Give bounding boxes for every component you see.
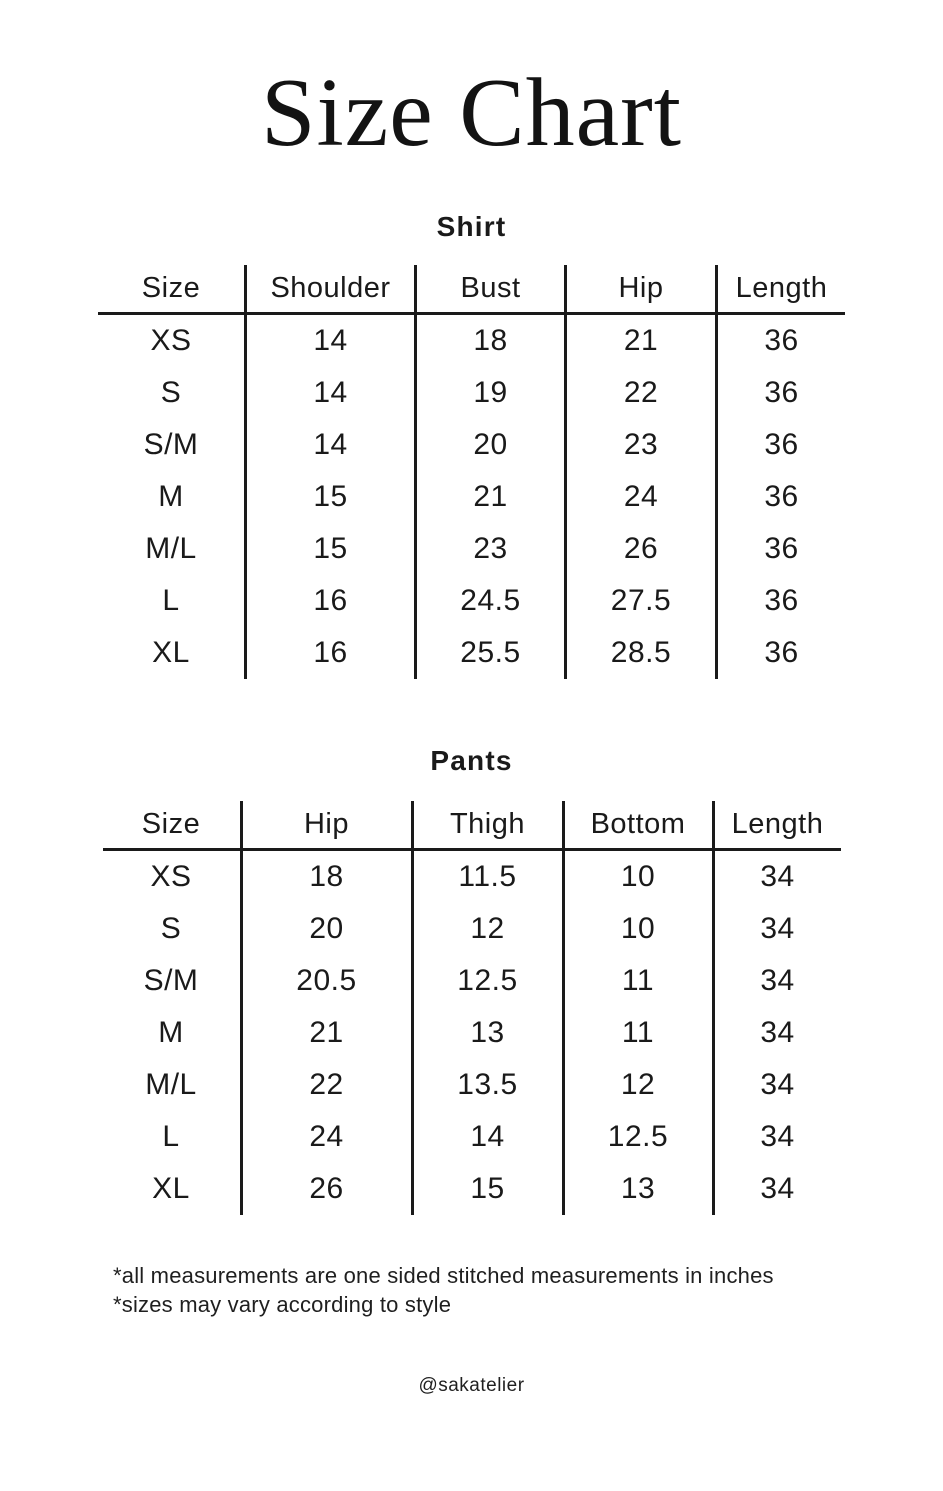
pants-measurement-value: 13 bbox=[410, 1006, 562, 1059]
shirt-measurement-value: 15 bbox=[244, 522, 414, 575]
shirt-measurement-value: 23 bbox=[564, 418, 715, 471]
pants-measurement-value: 13 bbox=[561, 1162, 712, 1215]
pants-measurement-value: 22 bbox=[239, 1058, 411, 1111]
shirt-size-label: M bbox=[158, 479, 184, 513]
pants-measurement-value: 34 bbox=[711, 902, 841, 955]
pants-measurement-value: 34 bbox=[711, 850, 841, 903]
pants-size-label: M bbox=[158, 1015, 184, 1049]
shirt-measurement-value: 21 bbox=[414, 470, 564, 523]
pants-section-heading: Pants bbox=[430, 744, 513, 776]
pants-measurement-value: 34 bbox=[711, 1162, 841, 1215]
shirt-size-table: Size Shoulder Bust Hip Length XS 14 18 21 36 S 14 19… bbox=[98, 264, 845, 679]
pants-measurement-value: 20.5 bbox=[239, 954, 411, 1007]
pants-measurement-value: 26 bbox=[239, 1162, 411, 1215]
shirt-measurement-value: 36 bbox=[715, 574, 845, 627]
page-title: Size Chart bbox=[261, 59, 682, 167]
shirt-column-header: Length bbox=[715, 264, 845, 315]
shirt-measurement-value: 23 bbox=[414, 522, 564, 575]
shirt-measurement-value: 36 bbox=[715, 418, 845, 471]
shirt-size-label: S bbox=[160, 375, 182, 409]
pants-measurement-value: 12 bbox=[410, 902, 562, 955]
pants-measurement-value: 34 bbox=[711, 1058, 841, 1111]
shirt-measurement-value: 36 bbox=[715, 366, 845, 419]
shirt-measurement-value: 14 bbox=[244, 314, 414, 367]
pants-measurement-value: 11 bbox=[561, 954, 712, 1007]
shirt-column-header: Bust bbox=[414, 264, 564, 315]
shirt-measurement-value: 18 bbox=[414, 314, 564, 367]
shirt-measurement-value: 36 bbox=[715, 522, 845, 575]
pants-size-label: S bbox=[160, 911, 182, 945]
shirt-measurement-value: 16 bbox=[244, 626, 414, 679]
pants-section: Pants Size Hip Thigh Bottom Length XS 18 11.5 10… bbox=[0, 745, 943, 1215]
shirt-measurement-value: 36 bbox=[715, 470, 845, 523]
shirt-section-heading: Shirt bbox=[436, 210, 507, 242]
shirt-size-label: XS bbox=[150, 323, 192, 357]
pants-column-header: Bottom bbox=[561, 800, 712, 851]
shirt-measurement-value: 22 bbox=[564, 366, 715, 419]
shirt-section: Shirt Size Shoulder Bust Hip Length XS 14 18 21 3… bbox=[0, 211, 943, 679]
pants-measurement-value: 10 bbox=[561, 850, 712, 903]
shirt-measurement-value: 14 bbox=[244, 366, 414, 419]
pants-measurement-value: 15 bbox=[410, 1162, 562, 1215]
pants-size-table: Size Hip Thigh Bottom Length XS 18 11.5 10 34 S 20 1… bbox=[102, 800, 841, 1215]
shirt-measurement-value: 36 bbox=[715, 626, 845, 679]
pants-size-label: M/L bbox=[145, 1067, 197, 1101]
pants-measurement-value: 12 bbox=[561, 1058, 712, 1111]
pants-measurement-value: 34 bbox=[711, 954, 841, 1007]
shirt-measurement-value: 26 bbox=[564, 522, 715, 575]
pants-measurement-value: 34 bbox=[711, 1110, 841, 1163]
shirt-column-header: Size bbox=[98, 265, 244, 315]
pants-measurement-value: 12.5 bbox=[561, 1110, 712, 1163]
pants-measurement-value: 21 bbox=[239, 1006, 411, 1059]
pants-column-header: Thigh bbox=[410, 800, 562, 851]
shirt-measurement-value: 24.5 bbox=[414, 574, 564, 627]
footnotes: *all measurements are one sided stitched… bbox=[113, 1261, 943, 1319]
pants-column-header: Hip bbox=[239, 800, 411, 851]
shirt-size-label: S/M bbox=[143, 427, 199, 461]
shirt-size-label: M/L bbox=[145, 531, 197, 565]
pants-size-label: XL bbox=[152, 1171, 190, 1205]
shirt-measurement-value: 15 bbox=[244, 470, 414, 523]
shirt-measurement-value: 24 bbox=[564, 470, 715, 523]
footnote-sizes-vary: *sizes may vary according to style bbox=[113, 1291, 452, 1317]
shirt-measurement-value: 27.5 bbox=[564, 574, 715, 627]
shirt-size-label: XL bbox=[152, 635, 190, 669]
pants-measurement-value: 10 bbox=[561, 902, 712, 955]
shirt-measurement-value: 25.5 bbox=[414, 626, 564, 679]
pants-size-label: L bbox=[162, 1119, 180, 1153]
shirt-column-header: Shoulder bbox=[244, 264, 414, 315]
pants-measurement-value: 11 bbox=[561, 1006, 712, 1059]
size-chart-page: Size Chart Shirt Size Shoulder Bust Hip Leng… bbox=[0, 62, 943, 1491]
shirt-size-label: L bbox=[162, 583, 180, 617]
brand-handle: @sakatelier bbox=[418, 1374, 525, 1396]
pants-measurement-value: 14 bbox=[410, 1110, 562, 1163]
shirt-measurement-value: 14 bbox=[244, 418, 414, 471]
pants-column-header: Length bbox=[711, 800, 841, 851]
pants-measurement-value: 20 bbox=[239, 902, 411, 955]
shirt-column-header: Hip bbox=[564, 264, 715, 315]
shirt-measurement-value: 36 bbox=[715, 314, 845, 367]
shirt-measurement-value: 16 bbox=[244, 574, 414, 627]
footnote-measurements: *all measurements are one sided stitched… bbox=[113, 1262, 774, 1288]
shirt-measurement-value: 20 bbox=[414, 418, 564, 471]
pants-measurement-value: 18 bbox=[239, 850, 411, 903]
pants-measurement-value: 13.5 bbox=[410, 1058, 562, 1111]
shirt-measurement-value: 21 bbox=[564, 314, 715, 367]
pants-measurement-value: 12.5 bbox=[410, 954, 562, 1007]
shirt-measurement-value: 19 bbox=[414, 366, 564, 419]
pants-size-label: XS bbox=[150, 859, 192, 893]
pants-measurement-value: 24 bbox=[239, 1110, 411, 1163]
pants-measurement-value: 11.5 bbox=[410, 850, 562, 903]
pants-size-label: S/M bbox=[143, 963, 199, 997]
shirt-measurement-value: 28.5 bbox=[564, 626, 715, 679]
pants-column-header: Size bbox=[102, 801, 240, 851]
pants-measurement-value: 34 bbox=[711, 1006, 841, 1059]
